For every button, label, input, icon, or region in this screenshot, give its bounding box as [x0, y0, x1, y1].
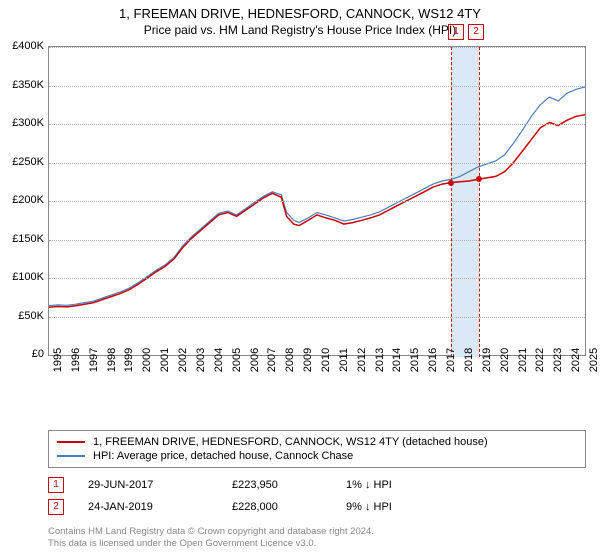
- legend-label-red: 1, FREEMAN DRIVE, HEDNESFORD, CANNOCK, W…: [93, 436, 488, 448]
- legend-swatch-blue: [57, 455, 85, 457]
- series-line: [49, 87, 585, 306]
- x-axis-label: 2022: [534, 348, 546, 372]
- plot-inner: [48, 46, 586, 356]
- footer-line1: Contains HM Land Registry data © Crown c…: [48, 526, 586, 538]
- x-axis-label: 2000: [141, 348, 153, 372]
- x-axis-label: 2009: [302, 348, 314, 372]
- legend: 1, FREEMAN DRIVE, HEDNESFORD, CANNOCK, W…: [48, 430, 586, 468]
- x-axis-label: 1996: [70, 348, 82, 372]
- x-axis-label: 1999: [123, 348, 135, 372]
- x-axis-label: 2013: [374, 348, 386, 372]
- x-axis-label: 2024: [570, 348, 582, 372]
- x-axis-label: 2010: [320, 348, 332, 372]
- plot-area: 12 £0£50K£100K£150K£200K£250K£300K£350K£…: [48, 46, 586, 386]
- gridline: [49, 278, 585, 279]
- x-axis-label: 1998: [106, 348, 118, 372]
- y-axis-label: £0: [32, 348, 44, 360]
- chart-container: 1, FREEMAN DRIVE, HEDNESFORD, CANNOCK, W…: [0, 0, 600, 560]
- y-axis-label: £400K: [12, 40, 44, 52]
- chart-title: 1, FREEMAN DRIVE, HEDNESFORD, CANNOCK, W…: [0, 0, 600, 23]
- x-axis-label: 2003: [195, 348, 207, 372]
- x-axis-label: 2004: [213, 348, 225, 372]
- x-axis-label: 2023: [552, 348, 564, 372]
- footer: Contains HM Land Registry data © Crown c…: [48, 526, 586, 551]
- x-axis-label: 2018: [463, 348, 475, 372]
- y-axis-label: £300K: [12, 117, 44, 129]
- sale-hpi-diff: 9% ↓ HPI: [346, 501, 586, 513]
- sale-point: [448, 180, 454, 186]
- x-axis-label: 2007: [266, 348, 278, 372]
- y-axis-label: £50K: [18, 310, 44, 322]
- x-axis-label: 2017: [445, 348, 457, 372]
- x-axis-label: 2021: [517, 348, 529, 372]
- x-axis-label: 2016: [427, 348, 439, 372]
- gridline: [49, 201, 585, 202]
- x-axis-label: 1997: [88, 348, 100, 372]
- gridline: [49, 240, 585, 241]
- x-axis-label: 2025: [588, 348, 600, 372]
- sale-price: £223,950: [232, 479, 322, 491]
- gridline: [49, 163, 585, 164]
- chart-subtitle: Price paid vs. HM Land Registry's House …: [0, 23, 600, 41]
- x-axis-label: 2008: [284, 348, 296, 372]
- sale-marker-box: 2: [48, 499, 64, 515]
- sale-hpi-diff: 1% ↓ HPI: [346, 479, 586, 491]
- sale-point: [476, 176, 482, 182]
- gridline: [49, 47, 585, 48]
- sale-date: 29-JUN-2017: [88, 479, 208, 491]
- sale-marker-box: 2: [468, 24, 484, 40]
- legend-row-blue: HPI: Average price, detached house, Cann…: [57, 449, 577, 463]
- gridline: [49, 86, 585, 87]
- x-axis-label: 2020: [499, 348, 511, 372]
- x-axis-label: 2006: [249, 348, 261, 372]
- sale-date: 24-JAN-2019: [88, 501, 208, 513]
- y-axis-label: £200K: [12, 194, 44, 206]
- sale-price: £228,000: [232, 501, 322, 513]
- x-axis-label: 2014: [391, 348, 403, 372]
- x-axis-label: 2015: [409, 348, 421, 372]
- sale-vline: [479, 47, 480, 357]
- x-axis-label: 2012: [356, 348, 368, 372]
- y-axis-label: £150K: [12, 233, 44, 245]
- gridline: [49, 317, 585, 318]
- sales-row: 1 29-JUN-2017 £223,950 1% ↓ HPI: [48, 474, 586, 496]
- sales-row: 2 24-JAN-2019 £228,000 9% ↓ HPI: [48, 496, 586, 518]
- x-axis-label: 2005: [231, 348, 243, 372]
- sale-marker-badges: 12: [448, 24, 484, 40]
- y-axis-label: £350K: [12, 79, 44, 91]
- y-axis-label: £100K: [12, 271, 44, 283]
- x-axis-label: 1995: [52, 348, 64, 372]
- sale-marker-box: 1: [448, 24, 464, 40]
- gridline: [49, 124, 585, 125]
- y-axis-label: £250K: [12, 156, 44, 168]
- x-axis-label: 2011: [338, 348, 350, 372]
- x-axis-label: 2002: [177, 348, 189, 372]
- legend-label-blue: HPI: Average price, detached house, Cann…: [93, 450, 353, 462]
- x-axis-label: 2001: [159, 348, 171, 372]
- sale-marker-box: 1: [48, 477, 64, 493]
- x-axis-label: 2019: [481, 348, 493, 372]
- legend-row-red: 1, FREEMAN DRIVE, HEDNESFORD, CANNOCK, W…: [57, 435, 577, 449]
- sales-table: 1 29-JUN-2017 £223,950 1% ↓ HPI 2 24-JAN-2019…: [48, 474, 586, 518]
- sale-vline: [451, 47, 452, 357]
- legend-swatch-red: [57, 441, 85, 443]
- footer-line2: This data is licensed under the Open Gov…: [48, 538, 586, 550]
